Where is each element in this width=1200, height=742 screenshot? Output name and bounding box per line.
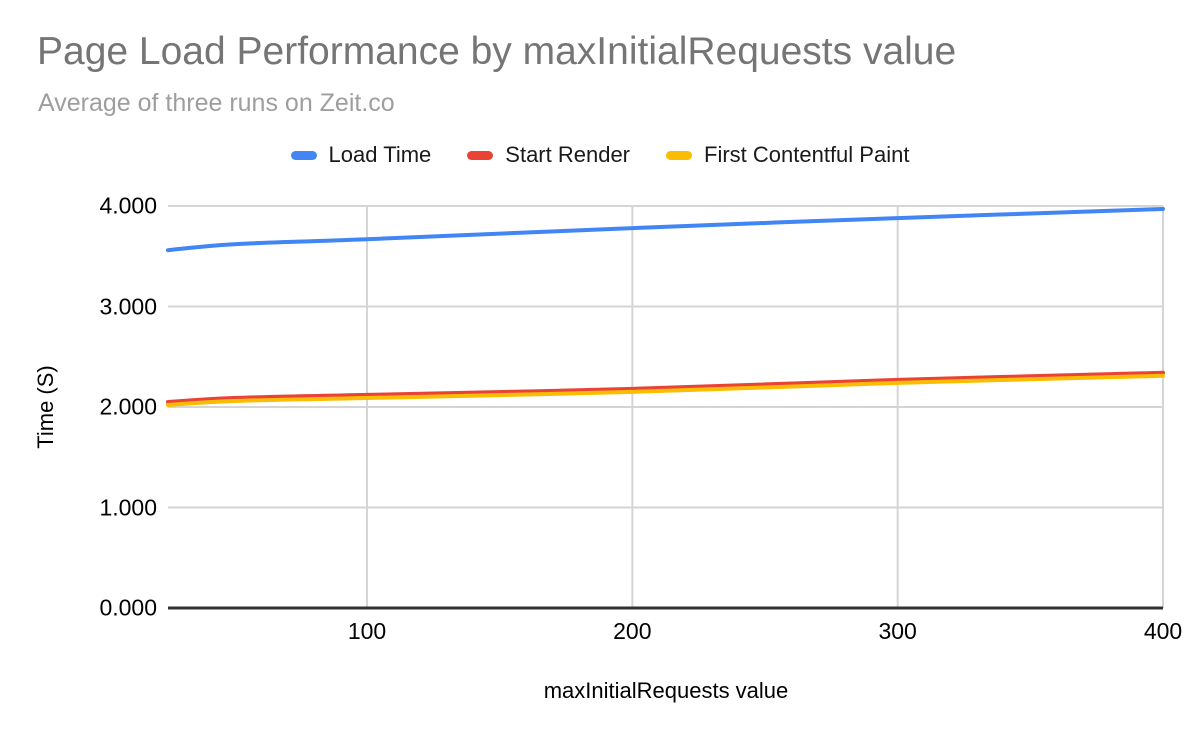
y-tick-label-1: 1.000 [99, 494, 157, 520]
x-tick-label-100: 100 [347, 618, 387, 644]
legend-item-start-render: Start Render [467, 142, 630, 168]
x-tick-label-400: 400 [1143, 618, 1183, 644]
start-render-swatch-icon [467, 150, 494, 160]
x-tick-label-300: 300 [878, 618, 917, 644]
legend-item-first-contentful-paint: First Contentful Paint [666, 142, 909, 168]
y-tick-label-2: 2.000 [99, 393, 157, 420]
first-contentful-paint-swatch-icon [666, 150, 693, 160]
y-tick-label-0: 0.000 [99, 594, 157, 621]
y-tick-label-4: 4.000 [99, 192, 157, 219]
legend-item-load-time: Load Time [290, 142, 432, 168]
x-axis-title: maxInitialRequests value [543, 678, 789, 703]
y-tick-label-3: 3.000 [99, 293, 157, 319]
chart-subtitle: Average of three runs on Zeit.co [38, 89, 395, 117]
chart-title: Page Load Performance by maxInitialReque… [37, 30, 957, 73]
legend-label-load-time: Load Time [328, 142, 432, 167]
x-tick-label-200: 200 [613, 618, 652, 644]
legend-label-first-contentful-paint: First Contentful Paint [704, 142, 910, 167]
y-axis-title: Time (S) [33, 365, 58, 449]
load-time-swatch-icon [290, 150, 317, 160]
legend: Load Time Start Render First Contentful … [0, 142, 1200, 168]
legend-label-start-render: Start Render [505, 142, 631, 167]
